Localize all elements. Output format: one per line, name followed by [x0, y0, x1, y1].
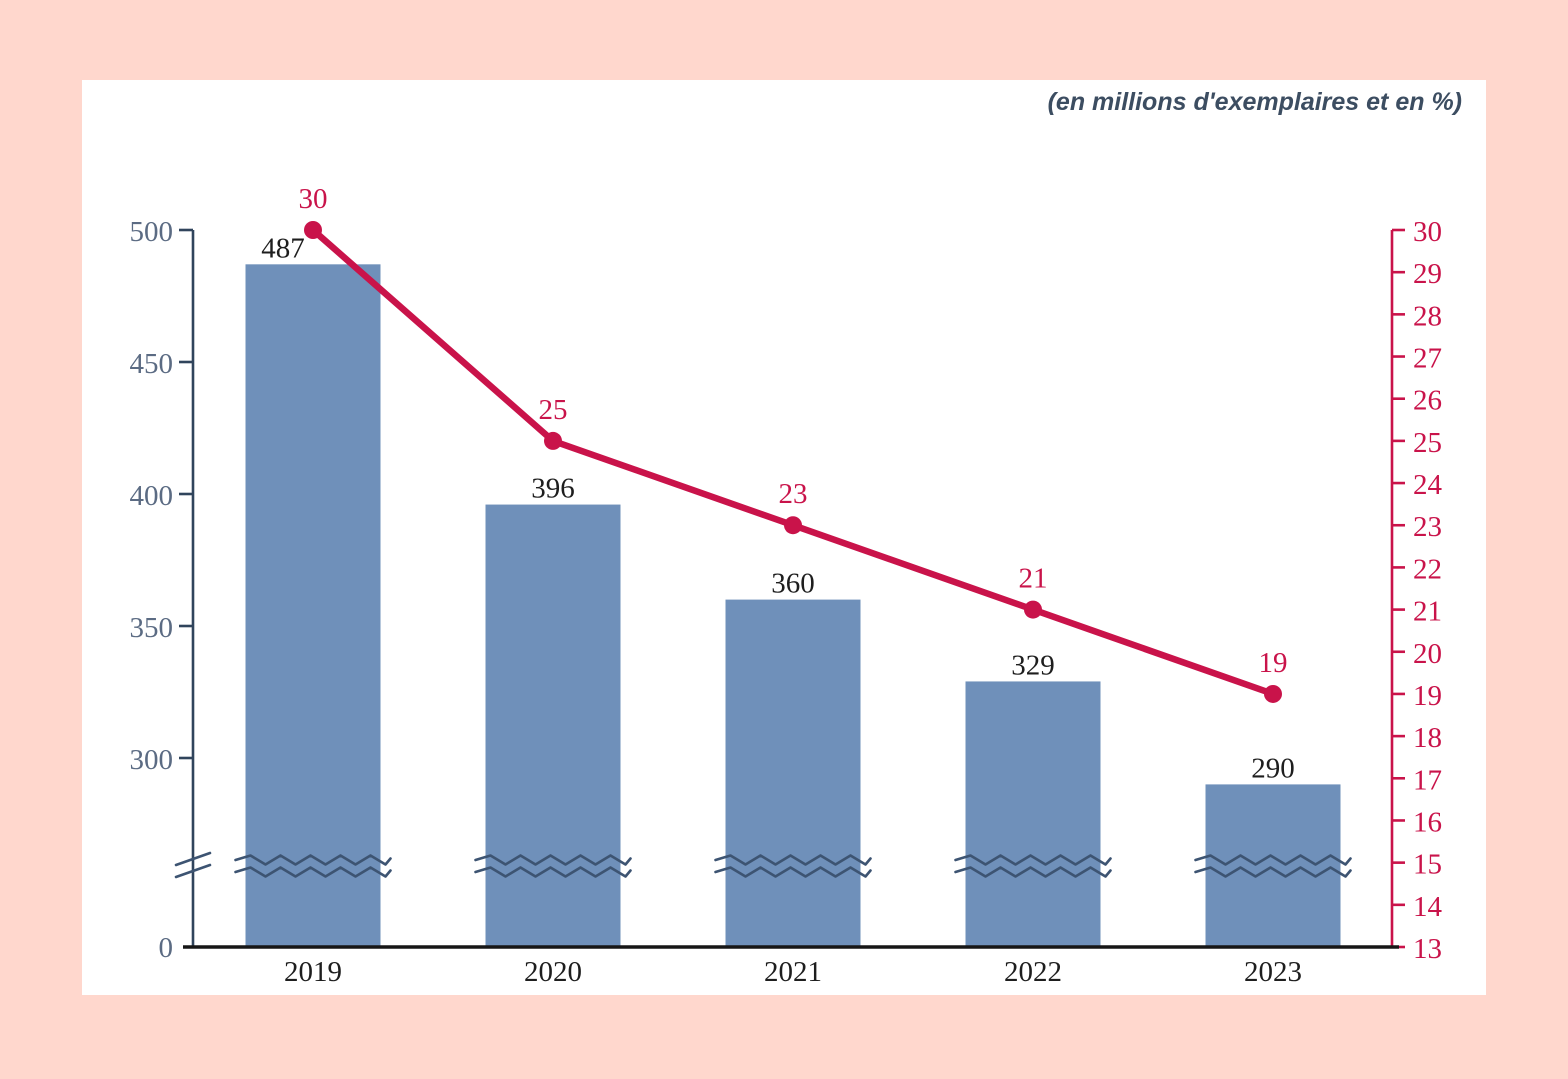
left-tick-label: 500 — [130, 216, 174, 248]
line-point-2021 — [784, 516, 802, 535]
right-tick-label: 15 — [1413, 849, 1442, 881]
bar-2023 — [1205, 784, 1341, 947]
bar-break-wave-2020-1 — [474, 866, 632, 878]
left-tick-label: 450 — [130, 348, 174, 380]
bar-2022 — [965, 681, 1101, 947]
line-point-2023 — [1264, 684, 1282, 703]
right-tick-label: 14 — [1413, 891, 1443, 923]
left-tick-label: 350 — [130, 612, 174, 644]
bar-2019 — [245, 264, 381, 947]
bar-break-wave-2021-0 — [714, 854, 872, 866]
bar-break-wave-2022-1 — [954, 866, 1112, 878]
right-tick-label: 24 — [1413, 469, 1443, 501]
axis-break-slash-0 — [174, 851, 212, 867]
left-tick-label: 400 — [130, 480, 174, 512]
bar-value-label: 487 — [261, 232, 305, 264]
line-point-2022 — [1024, 600, 1042, 619]
bar-break-wave-2023-1 — [1194, 866, 1352, 878]
right-tick-label: 18 — [1413, 722, 1442, 754]
bar-break-wave-2023-0 — [1194, 854, 1352, 866]
bar-value-label: 360 — [771, 568, 815, 600]
year-label: 2019 — [284, 956, 342, 988]
year-label: 2020 — [524, 956, 582, 988]
right-tick-label: 27 — [1413, 343, 1442, 375]
bar-break-wave-2022-0 — [954, 854, 1112, 866]
bar-break-wave-2019-1 — [234, 866, 392, 878]
right-tick-label: 28 — [1413, 300, 1442, 332]
right-tick-label: 13 — [1413, 933, 1442, 965]
right-tick-label: 19 — [1413, 680, 1442, 712]
line-point-label: 23 — [779, 478, 808, 510]
bar-break-wave-2021-1 — [714, 866, 872, 878]
bar-value-label: 329 — [1011, 649, 1055, 681]
bar-break-wave-2020-0 — [474, 854, 632, 866]
right-tick-label: 29 — [1413, 258, 1442, 290]
bar-2020 — [485, 504, 621, 947]
chart-card: (en millions d'exemplaires et en %) 500 4… — [82, 80, 1486, 995]
left-zero-label: 0 — [159, 932, 174, 964]
right-tick-label: 17 — [1413, 764, 1442, 796]
right-tick-label: 16 — [1413, 806, 1442, 838]
year-label: 2022 — [1004, 956, 1062, 988]
line-point-label: 25 — [539, 394, 568, 426]
left-tick-label: 300 — [130, 744, 174, 776]
right-tick-label: 26 — [1413, 385, 1442, 417]
right-tick-label: 21 — [1413, 596, 1442, 628]
line-point-label: 30 — [299, 183, 328, 215]
year-label: 2021 — [764, 956, 822, 988]
right-tick-label: 30 — [1413, 216, 1442, 248]
right-tick-label: 23 — [1413, 511, 1442, 543]
bar-value-label: 290 — [1251, 752, 1295, 784]
line-point-label: 21 — [1019, 563, 1048, 595]
right-tick-label: 25 — [1413, 427, 1442, 459]
bar-2021 — [725, 599, 861, 947]
year-label: 2023 — [1244, 956, 1302, 988]
chart-subtitle: (en millions d'exemplaires et en %) — [1047, 88, 1462, 116]
line-point-2019 — [304, 221, 322, 239]
right-tick-label: 22 — [1413, 553, 1442, 585]
axis-break-slash-1 — [174, 863, 212, 879]
bar-break-wave-2019-0 — [234, 854, 392, 866]
line-point-2020 — [544, 431, 562, 450]
line-point-label: 19 — [1259, 647, 1288, 679]
bar-value-label: 396 — [531, 473, 575, 505]
right-tick-label: 20 — [1413, 638, 1442, 670]
